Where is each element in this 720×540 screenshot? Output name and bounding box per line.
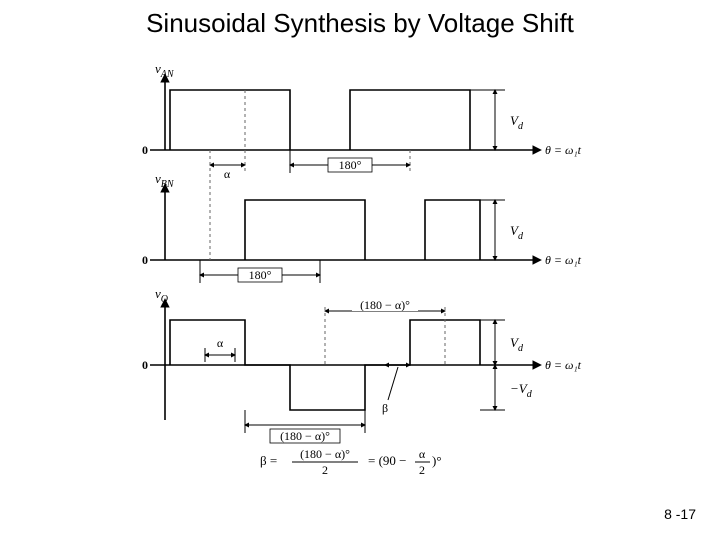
svg-text:θ = ω₁t: θ = ω₁t <box>545 358 582 372</box>
svg-text:(180 − α)°: (180 − α)° <box>300 447 350 461</box>
waveform-diagram: vAN 0 Vd θ = ω₁t α <box>110 55 610 475</box>
svg-text:β: β <box>382 401 388 415</box>
svg-text:θ = ω₁t: θ = ω₁t <box>545 253 582 267</box>
beta-equation: β = (180 − α)° 2 = (90 − α 2 )° <box>260 447 442 475</box>
svg-text:0: 0 <box>142 358 148 372</box>
svg-text:vBN: vBN <box>155 171 175 190</box>
svg-text:180°: 180° <box>249 268 272 282</box>
wave-van: vAN 0 Vd θ = ω₁t α <box>142 61 582 181</box>
svg-text:−Vd: −Vd <box>510 381 533 400</box>
wave-vo: vO 0 θ = ω₁t (180 − α)° α <box>142 286 582 443</box>
svg-text:(180 − α)°: (180 − α)° <box>280 429 330 443</box>
page-number: 8 -17 <box>664 506 696 522</box>
svg-text:= (90 −: = (90 − <box>368 453 407 468</box>
svg-text:α: α <box>419 447 426 461</box>
svg-text:Vd: Vd <box>510 113 524 132</box>
svg-text:(180 − α)°: (180 − α)° <box>360 298 410 312</box>
svg-text:θ = ω₁t: θ = ω₁t <box>545 143 582 157</box>
svg-text:0: 0 <box>142 253 148 267</box>
svg-text:2: 2 <box>322 463 328 475</box>
svg-text:α: α <box>217 336 224 350</box>
svg-text:vAN: vAN <box>155 61 175 80</box>
svg-text:β =: β = <box>260 453 277 468</box>
svg-text:α: α <box>224 167 231 181</box>
svg-text:)°: )° <box>432 453 442 468</box>
svg-text:Vd: Vd <box>510 335 524 354</box>
svg-text:0: 0 <box>142 143 148 157</box>
page-title: Sinusoidal Synthesis by Voltage Shift <box>0 8 720 39</box>
svg-text:2: 2 <box>419 463 425 475</box>
svg-text:vO: vO <box>155 286 168 305</box>
svg-text:Vd: Vd <box>510 223 524 242</box>
svg-text:180°: 180° <box>339 158 362 172</box>
